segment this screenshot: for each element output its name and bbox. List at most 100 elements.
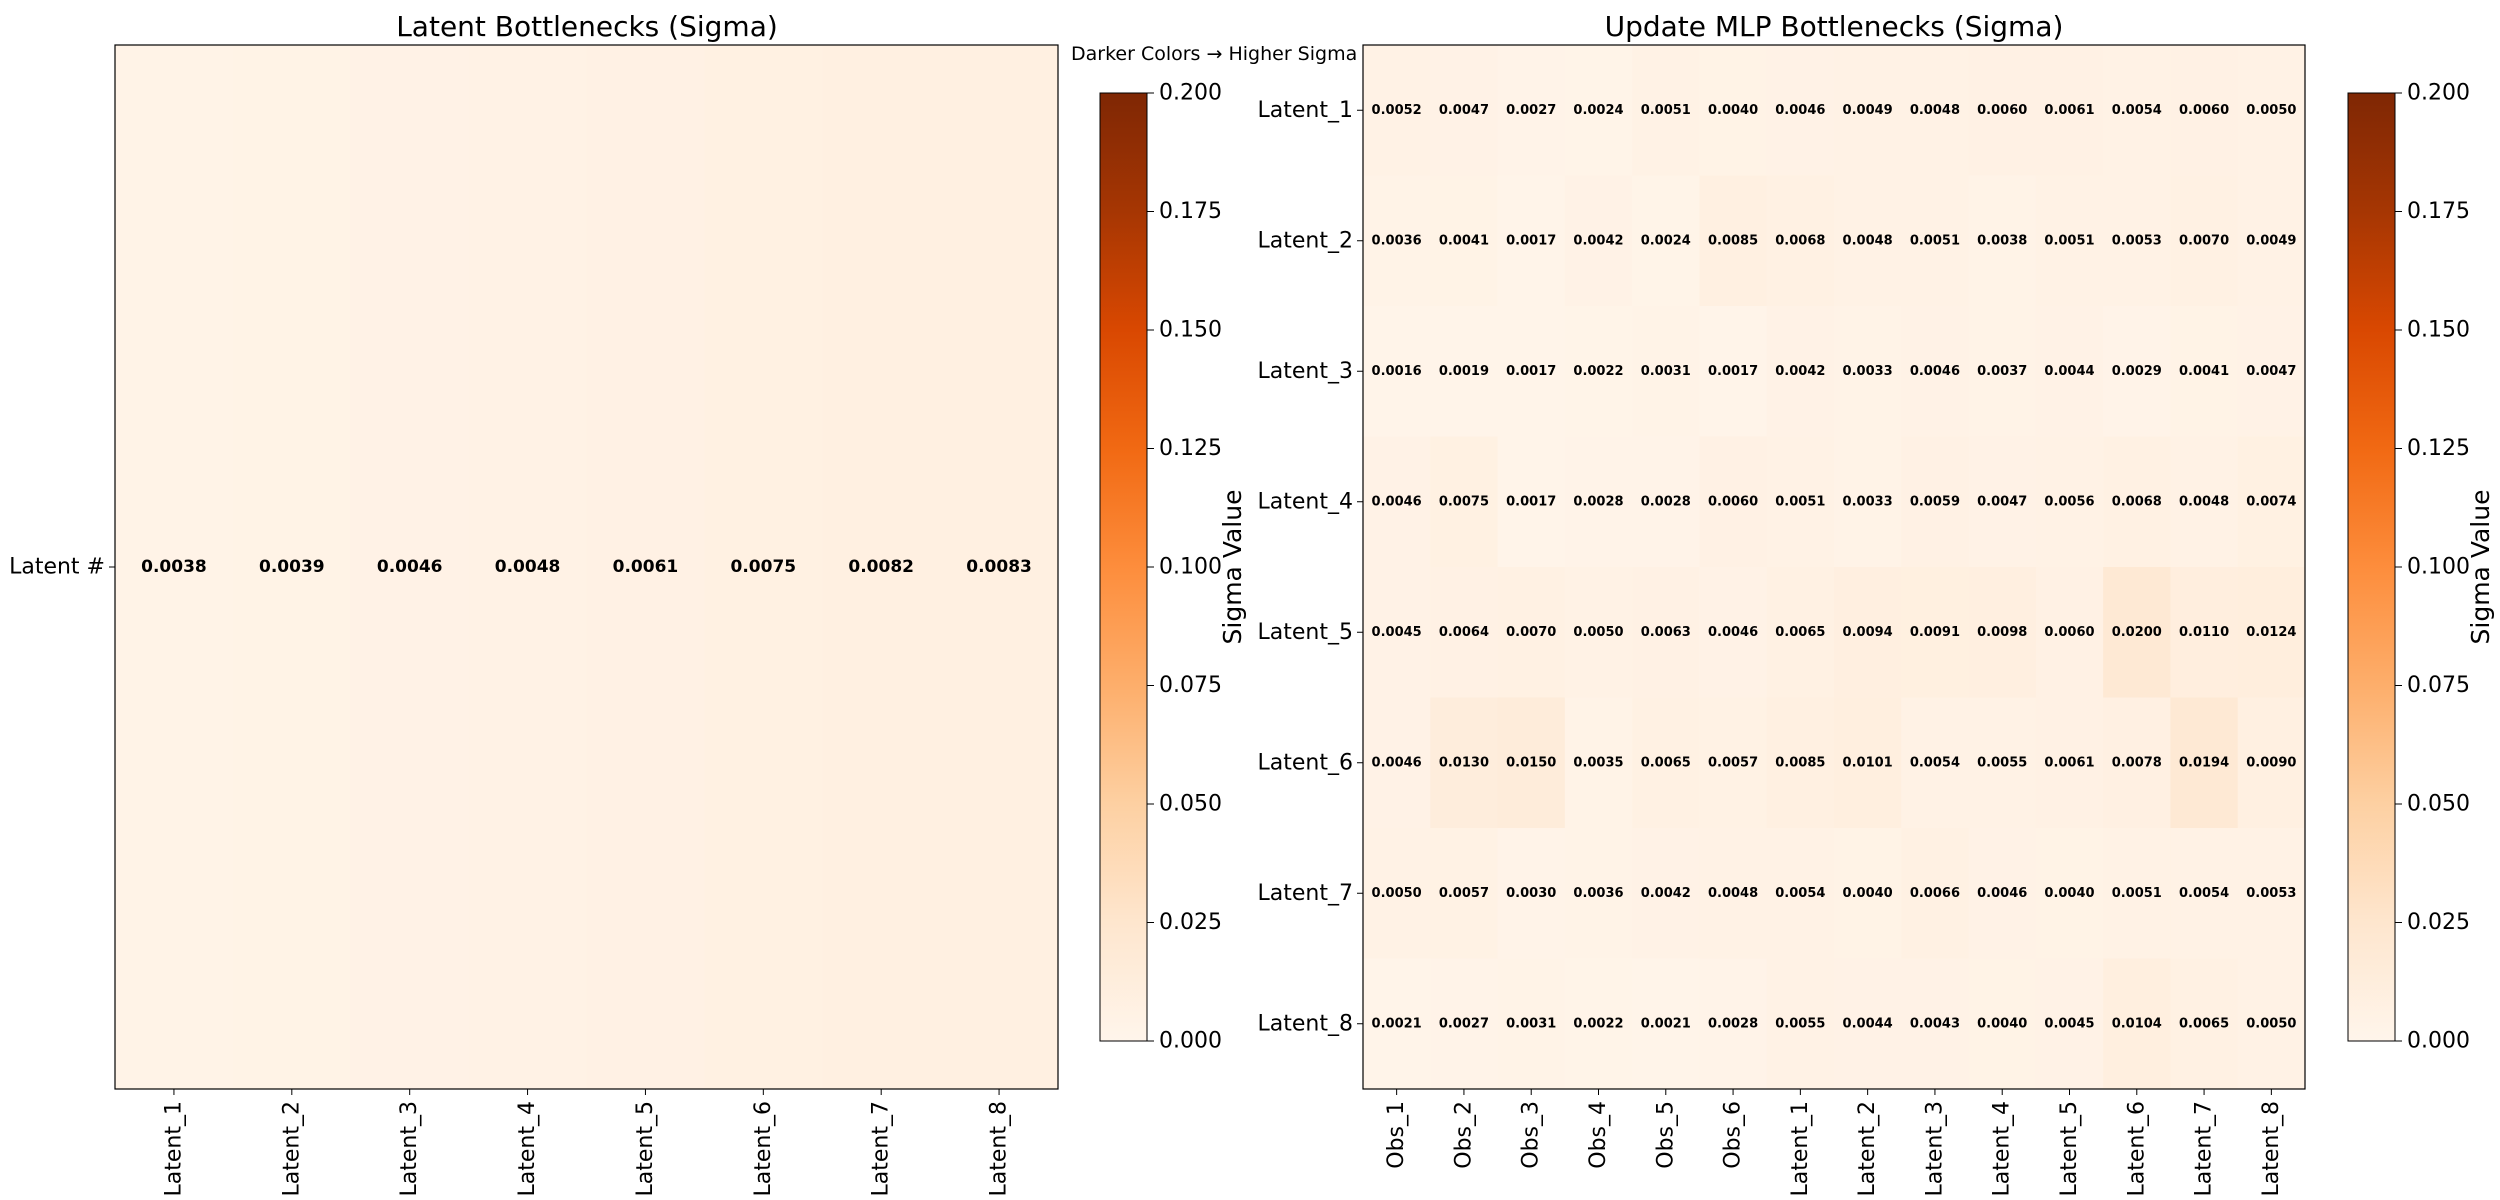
heatmap-cell [1901,45,1970,176]
colorbar-tick-label: 0.000 [1159,1029,1222,1054]
heatmap-cell [1363,567,1431,698]
heatmap-cell [1834,436,1902,568]
x-tick-label: Obs_5 [1653,1101,1678,1169]
x-tick-labels: Obs_1 Obs_2 Obs_3 Obs_4 Obs_5 Obs_6 Latent_1 La… [1384,1089,2284,1196]
cell-value-label: 0.0051 [2044,233,2094,248]
cell-value-label: 0.0060 [1708,494,1758,509]
heatmap-cell [1632,697,1700,829]
heatmap-cell [1363,306,1431,437]
cell-value-label: 0.0046 [1910,364,1960,379]
heatmap-cell [2170,45,2239,176]
y-tick-label: Latent_7 [1258,881,1353,906]
y-tick-label: Latent_2 [1258,228,1353,253]
cell-value-label: 0.0022 [1573,364,1623,379]
heatmap-cell [2035,958,2104,1090]
cell-value-label: 0.0046 [377,557,443,577]
cell-value-label: 0.0049 [1843,103,1893,118]
heatmap-cells: 0.0038 0.0039 0.0046 0.0048 0.0061 0.0075 0.00… [115,45,1059,1090]
cell-value-label: 0.0074 [2246,494,2296,509]
x-tick-label: Obs_1 [1384,1101,1409,1169]
cell-value-label: 0.0057 [1439,886,1489,901]
cell-value-label: 0.0039 [259,557,325,577]
heatmap-cell [1564,567,1633,698]
heatmap-cell [1430,436,1499,568]
cell-value-label: 0.0068 [2112,494,2162,509]
cell-value-label: 0.0049 [2246,233,2296,248]
heatmap-cell [2237,958,2306,1090]
y-tick-label: Latent_6 [1258,750,1353,775]
cell-value-label: 0.0055 [1775,1016,1825,1031]
heatmap-cell [1564,45,1633,176]
colorbar-gradient [1099,92,1148,1042]
cell-value-label: 0.0042 [1573,233,1623,248]
colorbar-tick-label: 0.200 [2407,81,2470,106]
cell-value-label: 0.0017 [1506,494,1556,509]
colorbar-tick-label: 0.000 [2407,1029,2470,1054]
cell-value-label: 0.0016 [1372,364,1422,379]
heatmap-cell [1497,828,1566,959]
heatmap-cell [2035,175,2104,307]
cell-value-label: 0.0041 [1439,233,1489,248]
colorbar-tick-label: 0.150 [2407,318,2470,343]
cell-value-label: 0.0061 [613,557,679,577]
cell-value-label: 0.0055 [1977,755,2027,770]
y-tick-labels: Latent # [9,555,115,580]
heatmap-cell [1834,175,1902,307]
heatmap-cell [1766,45,1835,176]
colorbar-tick-label: 0.050 [1159,792,1222,817]
colorbar-label: Sigma Value [2466,490,2495,645]
heatmap-cell [1632,828,1700,959]
cell-value-label: 0.0063 [1641,625,1691,640]
y-tick-label: Latent_1 [1258,98,1353,123]
cell-value-label: 0.0021 [1641,1016,1691,1031]
heatmap-cell [2237,45,2306,176]
cell-value-label: 0.0040 [1843,886,1893,901]
cell-value-label: 0.0110 [2179,625,2229,640]
cell-value-label: 0.0029 [2112,364,2162,379]
colorbar-tick-label: 0.175 [2407,199,2470,224]
cell-value-label: 0.0053 [2112,233,2162,248]
cell-value-label: 0.0040 [2044,886,2094,901]
x-tick-label: Latent_2 [279,1101,304,1196]
x-tick-label: Latent_6 [751,1101,776,1196]
heatmap-cell [1430,828,1499,959]
heatmap-cell [2035,567,2104,698]
heatmap-cell [2170,958,2239,1090]
heatmap-cell [1430,958,1499,1090]
colorbar-tick-label: 0.050 [2407,792,2470,817]
cell-value-label: 0.0054 [1910,755,1960,770]
heatmap-cell [1363,175,1431,307]
cell-value-label: 0.0104 [2112,1016,2162,1031]
colorbar-tick-label: 0.100 [2407,555,2470,580]
colorbar-ticks: 0.000 0.025 0.050 0.075 0.100 0.125 0.150 0.175… [2395,81,2470,1054]
cell-value-label: 0.0050 [2246,103,2296,118]
latent-bottlenecks-title: Latent Bottlenecks (Sigma) [396,10,778,43]
heatmap-cell [1766,567,1835,698]
heatmap-cell [1901,567,1970,698]
cell-value-label: 0.0060 [1977,103,2027,118]
heatmap-cell [2237,306,2306,437]
colorbar-tick-label: 0.125 [1159,436,1222,461]
cell-value-label: 0.0046 [1977,886,2027,901]
heatmap-cell [2103,306,2171,437]
cell-value-label: 0.0037 [1977,364,2027,379]
cell-value-label: 0.0047 [2246,364,2296,379]
cell-value-label: 0.0094 [1843,625,1893,640]
heatmap-cell [2237,436,2306,568]
cell-value-label: 0.0031 [1506,1016,1556,1031]
cell-value-label: 0.0050 [2246,1016,2296,1031]
heatmap-cell [115,45,234,1090]
heatmap-cell [2170,828,2239,959]
heatmap-cell [1699,697,1768,829]
cell-value-label: 0.0085 [1775,755,1825,770]
cell-value-label: 0.0066 [1910,886,1960,901]
heatmap-cell [1766,828,1835,959]
heatmap-cell [586,45,705,1090]
heatmap-cell [2170,567,2239,698]
cell-value-label: 0.0060 [2179,103,2229,118]
colorbar-tick-label: 0.150 [1159,318,1222,343]
heatmap-cell [1632,958,1700,1090]
cell-value-label: 0.0051 [1641,103,1691,118]
heatmap-cell [2237,828,2306,959]
